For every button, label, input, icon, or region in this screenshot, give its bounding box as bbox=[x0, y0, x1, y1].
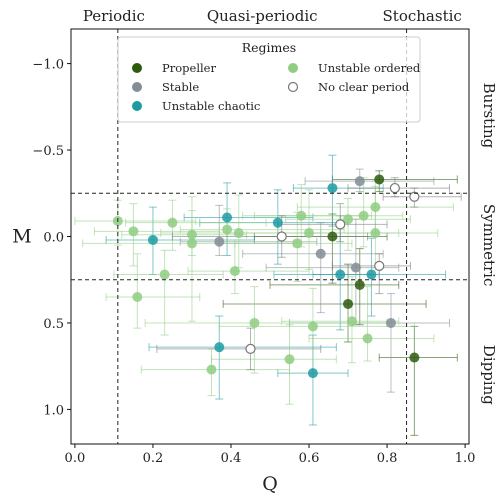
data-point-unstable-chaotic bbox=[214, 342, 225, 353]
data-point-no-clear-period bbox=[374, 260, 385, 271]
data-point-unstable-chaotic bbox=[307, 368, 318, 379]
data-point-unstable-ordered bbox=[346, 316, 357, 327]
x-tick-label: 0.8 bbox=[377, 451, 398, 466]
legend: Regimes Propeller Stable Unstable chaotic Un… bbox=[117, 36, 421, 123]
data-point-unstable-ordered bbox=[159, 269, 170, 280]
data-point-unstable-ordered bbox=[292, 238, 303, 249]
x-tick-label: 0.0 bbox=[65, 451, 86, 466]
data-point-unstable-chaotic bbox=[147, 234, 158, 245]
data-point-unstable-ordered bbox=[307, 321, 318, 332]
top-region-label: Quasi-periodic bbox=[207, 7, 318, 25]
right-region-label: Bursting bbox=[480, 83, 498, 149]
legend-marker-no-clear-period bbox=[287, 81, 299, 93]
x-tick-label: 0.4 bbox=[221, 451, 242, 466]
data-point-stable bbox=[385, 317, 396, 328]
data-point-propeller bbox=[354, 279, 365, 290]
data-point-unstable-ordered bbox=[186, 238, 197, 249]
data-point-unstable-ordered bbox=[222, 224, 233, 235]
data-point-unstable-ordered bbox=[233, 228, 244, 239]
data-point-unstable-ordered bbox=[362, 333, 373, 344]
axis-ticks: 0.0 0.2 0.4 0.6 0.8 1.0 −1.0 −0.5 0.0 0.5 1.0 bbox=[32, 58, 475, 466]
data-point-no-clear-period bbox=[389, 182, 400, 194]
x-tick-label: 0.6 bbox=[299, 451, 320, 466]
data-point-stable bbox=[350, 262, 361, 273]
data-point-unstable-chaotic bbox=[222, 212, 233, 223]
top-region-label: Stochastic bbox=[383, 7, 462, 25]
data-point-unstable-ordered bbox=[343, 214, 354, 225]
y-tick-label: −1.0 bbox=[32, 58, 64, 73]
right-region-label: Symmetric bbox=[480, 204, 498, 286]
y-tick-label: 0.5 bbox=[43, 317, 64, 332]
legend-label: Unstable ordered bbox=[318, 61, 421, 75]
y-tick-label: 1.0 bbox=[43, 403, 64, 418]
data-point-unstable-ordered bbox=[132, 292, 143, 303]
y-tick-label: −0.5 bbox=[32, 144, 64, 159]
legend-marker-stable bbox=[132, 82, 142, 92]
data-point-stable bbox=[354, 176, 365, 187]
data-point-no-clear-period bbox=[276, 231, 287, 242]
y-tick-label: 0.0 bbox=[43, 231, 64, 246]
x-tick-label: 0.2 bbox=[143, 451, 164, 466]
data-point-unstable-ordered bbox=[229, 266, 240, 277]
data-point-unstable-ordered bbox=[296, 210, 307, 221]
legend-label: Propeller bbox=[162, 61, 216, 75]
data-point-unstable-ordered bbox=[370, 202, 381, 213]
data-point-unstable-ordered bbox=[167, 217, 178, 228]
data-point-no-clear-period bbox=[409, 191, 420, 202]
data-point-unstable-ordered bbox=[284, 354, 295, 365]
data-point-unstable-ordered bbox=[206, 364, 217, 375]
region-labels: Periodic Quasi-periodic Stochastic Bursting… bbox=[83, 7, 498, 405]
data-point-unstable-chaotic bbox=[366, 269, 377, 280]
data-point-propeller bbox=[327, 231, 338, 242]
data-point-unstable-ordered bbox=[249, 317, 260, 328]
legend-title: Regimes bbox=[242, 40, 296, 55]
data-point-no-clear-period bbox=[335, 219, 346, 230]
y-axis-title: M bbox=[12, 226, 31, 248]
data-point-unstable-chaotic bbox=[335, 269, 346, 280]
x-axis-title: Q bbox=[262, 473, 278, 495]
data-point-no-clear-period bbox=[245, 343, 256, 354]
data-point-unstable-ordered bbox=[128, 226, 139, 237]
data-point-propeller bbox=[343, 298, 354, 309]
data-point-unstable-ordered bbox=[370, 228, 381, 239]
regime-divider-lines bbox=[71, 29, 469, 444]
legend-label: Unstable chaotic bbox=[162, 99, 260, 113]
x-tick-label: 1.0 bbox=[455, 451, 476, 466]
data-point-unstable-chaotic bbox=[272, 217, 283, 228]
legend-box bbox=[117, 36, 421, 123]
data-point-propeller bbox=[374, 174, 385, 185]
legend-label: Stable bbox=[162, 80, 199, 94]
data-point-unstable-ordered bbox=[304, 228, 315, 239]
top-region-label: Periodic bbox=[83, 7, 145, 25]
legend-marker-unstable-chaotic bbox=[132, 101, 142, 111]
data-point-stable bbox=[315, 248, 326, 259]
data-point-stable bbox=[214, 236, 225, 247]
data-point-unstable-ordered bbox=[358, 210, 369, 221]
data-point-unstable-ordered bbox=[186, 229, 197, 240]
data-points-layer bbox=[112, 174, 420, 379]
right-region-label: Dipping bbox=[480, 345, 498, 405]
legend-marker-unstable-ordered bbox=[288, 63, 298, 73]
data-point-propeller bbox=[409, 352, 420, 363]
legend-label: No clear period bbox=[318, 80, 410, 94]
legend-marker-propeller bbox=[132, 63, 142, 73]
data-point-unstable-chaotic bbox=[327, 183, 338, 194]
